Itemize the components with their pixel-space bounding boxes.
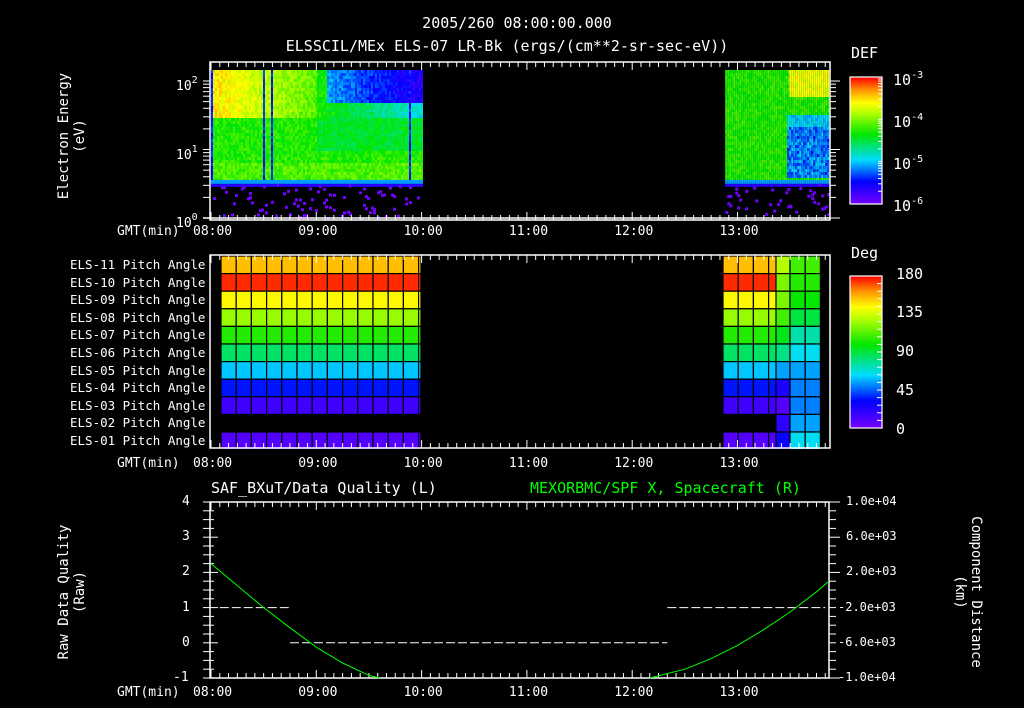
quality-ytick-label: 0 xyxy=(182,634,190,650)
distance-ytick-label: -2.0e+03 xyxy=(838,599,896,614)
plot-timestamp: 2005/260 08:00:00.000 xyxy=(422,14,612,32)
quality-title: SAF_BXuT/Data Quality (L) xyxy=(211,479,437,497)
time-tick-label: 08:00 xyxy=(193,685,233,700)
pitch-angle-row-label: ELS-04 Pitch Angle xyxy=(70,380,206,396)
time-tick-label: 13:00 xyxy=(719,685,759,700)
def-colorbar xyxy=(849,76,883,205)
quality-ytick-label: 1 xyxy=(182,599,190,615)
time-axis-label: GMT(min) xyxy=(117,456,180,471)
deg-colorbar-title: Deg xyxy=(851,244,879,262)
def-colorbar-tick: 10-6 xyxy=(893,196,924,215)
time-tick-label: 11:00 xyxy=(508,456,549,471)
energy-ytick-10: 101 xyxy=(176,144,198,163)
distance-ytick-label: 1.0e+04 xyxy=(846,494,897,508)
time-tick-label: 13:00 xyxy=(719,456,759,471)
time-axis-label: GMT(min) xyxy=(117,224,180,239)
time-tick-label: 10:00 xyxy=(403,456,443,471)
deg-colorbar-tick: 45 xyxy=(896,381,915,399)
def-colorbar-tick: 10-4 xyxy=(893,112,924,131)
pitch-angle-row-label: ELS-11 Pitch Angle xyxy=(70,257,206,272)
spacecraft-title: MEXORBMC/SPF X, Spacecraft (R) xyxy=(530,479,801,497)
time-tick-label: 11:00 xyxy=(508,685,549,700)
time-tick-label: 12:00 xyxy=(614,224,654,239)
quality-ytick-label: 4 xyxy=(182,494,190,509)
time-tick-label: 08:00 xyxy=(193,224,233,239)
time-tick-label: 09:00 xyxy=(298,456,338,471)
deg-colorbar-tick: 180 xyxy=(896,265,924,283)
time-tick-label: 10:00 xyxy=(403,224,443,239)
time-tick-label: 11:00 xyxy=(508,224,549,239)
pitch-angle-row-label: ELS-09 Pitch Angle xyxy=(70,292,206,308)
deg-colorbar-tick: 135 xyxy=(896,303,924,321)
deg-colorbar-tick: 90 xyxy=(896,342,915,360)
time-tick-label: 09:00 xyxy=(298,685,338,700)
energy-ytick-1: 100 xyxy=(176,212,198,231)
distance-ytick-label: 6.0e+03 xyxy=(846,529,897,544)
def-colorbar-tick: 10-5 xyxy=(893,154,924,173)
distance-ytick-label: 2.0e+03 xyxy=(846,564,897,579)
time-tick-label: 08:00 xyxy=(193,456,233,471)
deg-colorbar-tick: 0 xyxy=(896,420,906,438)
time-tick-label: 12:00 xyxy=(614,685,654,700)
time-tick-label: 13:00 xyxy=(719,224,759,239)
pitch-angle-row-label: ELS-10 Pitch Angle xyxy=(70,274,206,290)
pitch-angle-row-label: ELS-05 Pitch Angle xyxy=(70,362,206,378)
pitch-angle-row-label: ELS-08 Pitch Angle xyxy=(70,309,206,325)
energy-ytick-100: 102 xyxy=(176,75,198,94)
quality-ytick-label: 2 xyxy=(182,564,190,580)
pitch-angle-row-label: ELS-02 Pitch Angle xyxy=(70,415,206,431)
plot-title: ELSSCIL/MEx ELS-07 LR-Bk (ergs/(cm**2-sr… xyxy=(285,37,729,55)
time-axis-label: GMT(min) xyxy=(117,685,180,700)
def-colorbar-title: DEF xyxy=(851,44,879,62)
distance-ytick-label: -1.0e+04 xyxy=(838,670,896,684)
quality-ytick-label: 3 xyxy=(182,529,190,545)
time-tick-label: 12:00 xyxy=(614,456,654,471)
def-colorbar-tick: 10-3 xyxy=(893,70,924,89)
pitch-angle-row-label: ELS-07 Pitch Angle xyxy=(70,327,206,343)
distance-ytick-label: -6.0e+03 xyxy=(838,634,896,649)
time-tick-label: 10:00 xyxy=(403,685,443,700)
pitch-angle-row-label: ELS-01 Pitch Angle xyxy=(70,433,206,448)
quality-ytick-label: -1 xyxy=(173,670,189,685)
time-tick-label: 09:00 xyxy=(298,224,338,239)
pitch-angle-row-label: ELS-06 Pitch Angle xyxy=(70,345,206,360)
deg-colorbar xyxy=(849,275,883,429)
pitch-angle-row-label: ELS-03 Pitch Angle xyxy=(70,397,206,413)
